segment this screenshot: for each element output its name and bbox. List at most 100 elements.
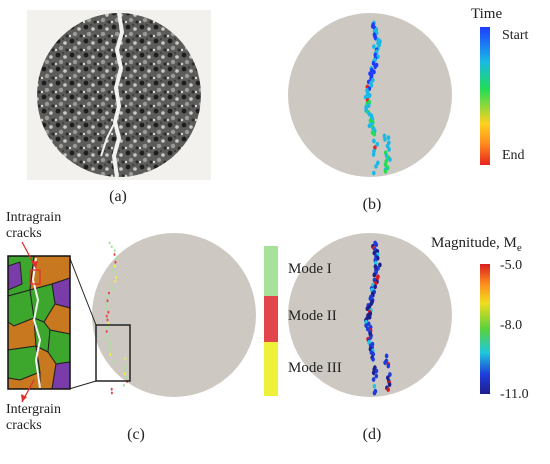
zoom-box <box>95 324 131 382</box>
event-dot <box>124 357 127 360</box>
event-dot <box>110 245 113 249</box>
panel-label-d: (d) <box>362 426 382 443</box>
main-crack <box>111 12 125 178</box>
magnitude-legend-title: Magnitude, Me <box>431 235 522 254</box>
disk-panel-c <box>92 233 256 397</box>
events-panel-b <box>363 20 392 176</box>
event-dot <box>372 138 376 144</box>
event-dot <box>388 157 392 162</box>
event-dot <box>374 373 379 379</box>
event-dot <box>112 268 114 272</box>
event-dot <box>383 168 388 174</box>
event-dot <box>372 131 377 137</box>
event-dot <box>371 370 376 376</box>
event-dot <box>386 363 391 369</box>
intragrain-note-line2: cracks <box>6 226 42 241</box>
magnitude-colorbar <box>480 264 490 394</box>
event-dot <box>122 383 125 387</box>
event-dot <box>109 345 112 349</box>
magnitude-title-text: Magnitude, M <box>431 235 517 251</box>
mode-3-label: Mode III <box>288 360 342 376</box>
event-dot <box>365 306 370 312</box>
specimen-photo-graphic <box>37 12 201 178</box>
event-dot <box>371 77 375 83</box>
intragrain-note: Intragrain cracks <box>6 210 61 242</box>
grain-inset <box>7 255 71 390</box>
intragrain-note-line1: Intragrain <box>6 210 62 225</box>
magnitude-title-subscript: e <box>516 242 522 254</box>
magnitude-tick-max: -5.0 <box>500 258 523 273</box>
event-dot <box>388 372 392 377</box>
magnitude-tick-mid: -8.0 <box>500 318 523 333</box>
event-dot <box>123 368 126 372</box>
event-dot <box>373 64 377 70</box>
event-dot <box>371 61 376 66</box>
intergrain-note: Intergrain cracks <box>6 402 61 434</box>
panel-label-c: (c) <box>127 426 145 443</box>
event-dot <box>376 160 380 166</box>
event-dot <box>109 341 112 345</box>
event-dot <box>108 349 110 353</box>
specimen-photo <box>27 10 211 180</box>
event-dot <box>114 260 117 264</box>
event-dot <box>378 262 382 268</box>
mode-1-swatch <box>264 246 278 296</box>
event-dot <box>110 387 113 391</box>
event-dot <box>113 264 116 268</box>
event-dot <box>111 287 114 291</box>
event-dot <box>367 93 372 98</box>
event-dot <box>386 135 391 140</box>
mode-2-label: Mode II <box>288 308 337 324</box>
event-dot <box>107 310 110 314</box>
event-dot <box>383 360 387 366</box>
event-dot <box>114 360 117 364</box>
event-dot <box>109 353 112 356</box>
event-dot <box>372 383 377 389</box>
event-dot <box>105 330 108 333</box>
event-dot <box>106 318 109 322</box>
event-dot <box>371 377 376 382</box>
intergrain-note-line1: Intergrain <box>6 402 61 417</box>
event-dot <box>372 170 376 176</box>
intergrain-note-line2: cracks <box>6 418 42 433</box>
event-dot <box>371 152 376 157</box>
event-dot <box>105 307 108 310</box>
mode-1-label: Mode I <box>288 261 332 277</box>
event-dot <box>371 356 375 362</box>
event-dot <box>114 272 117 276</box>
event-dot <box>387 382 392 387</box>
event-dot <box>110 283 113 287</box>
event-dot <box>106 299 109 303</box>
mode-2-swatch <box>264 296 278 342</box>
time-colorbar <box>480 27 490 165</box>
event-dot <box>123 372 126 376</box>
event-dot <box>108 291 110 295</box>
zoom-line-top <box>68 255 97 326</box>
event-dot <box>105 326 108 329</box>
event-dot <box>110 391 113 395</box>
intragrain-arrowhead <box>31 261 38 268</box>
time-legend-start: Start <box>502 28 529 43</box>
event-dot <box>372 272 377 278</box>
event-dot <box>105 337 108 341</box>
mode-3-swatch <box>264 342 278 396</box>
event-dot <box>114 280 117 283</box>
panel-label-a: (a) <box>109 188 127 205</box>
event-dot <box>105 303 108 306</box>
event-dot <box>125 376 128 379</box>
event-dot <box>372 69 376 75</box>
event-dot <box>367 314 372 320</box>
event-dot <box>108 241 111 245</box>
zoom-line-bottom <box>68 380 97 390</box>
event-dot <box>367 321 371 327</box>
event-dot <box>113 249 116 253</box>
event-dot <box>364 319 368 325</box>
intergrain-arrowhead <box>21 394 27 402</box>
event-dot <box>386 387 390 392</box>
event-dot <box>113 253 116 256</box>
event-dot <box>374 368 379 374</box>
event-dot <box>372 250 377 256</box>
event-dot <box>387 147 391 152</box>
event-dot <box>369 301 373 307</box>
event-dot <box>384 353 389 359</box>
